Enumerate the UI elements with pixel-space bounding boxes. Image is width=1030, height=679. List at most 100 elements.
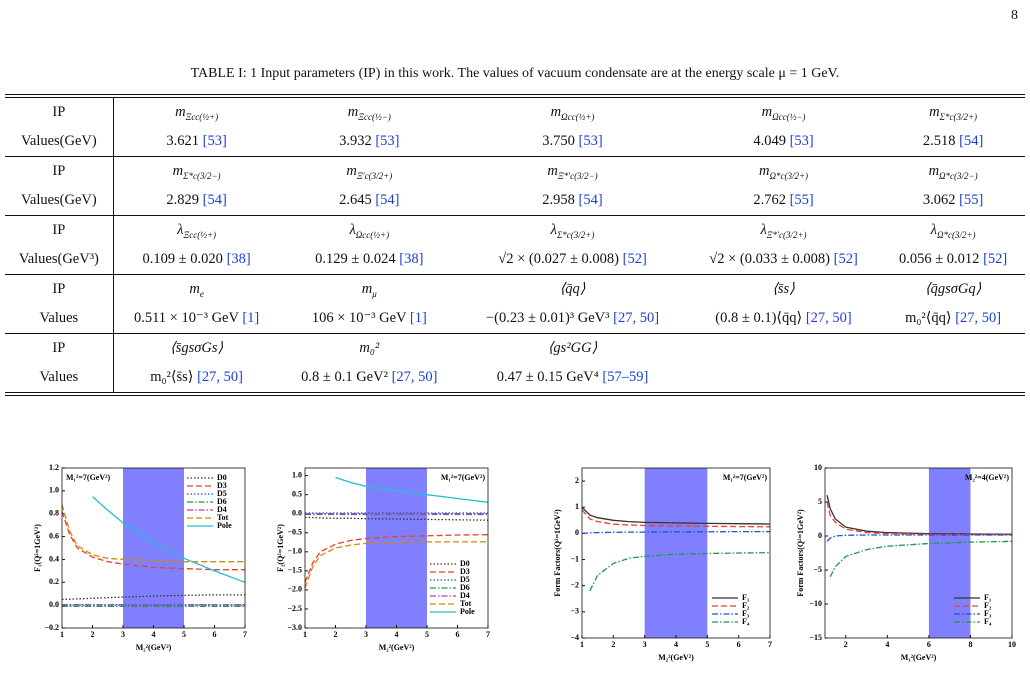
value: 3.932: [339, 133, 372, 149]
x-tick-label: 10: [1008, 640, 1016, 649]
table-cell: [881, 333, 1025, 363]
series-line: [581, 530, 770, 535]
plot-frame: [304, 467, 489, 629]
table-cell: 2.958 [54]: [459, 186, 686, 216]
table-cell: −(0.23 ± 0.01)³ GeV³ [27, 50]: [459, 304, 686, 334]
y-tick-label: −3: [570, 607, 579, 616]
y-tick-label: −15: [809, 633, 822, 642]
x-tick-label: 5: [182, 630, 186, 639]
legend-label: Tot: [217, 513, 229, 522]
series-line: [61, 594, 245, 601]
table-cell: ⟨q̄q⟩: [459, 274, 686, 304]
table-cell: IP: [5, 156, 114, 186]
table-cell: m₀²: [279, 333, 460, 363]
table-cell: 0.47 ± 0.15 GeV⁴ [57–59]: [459, 363, 686, 394]
citation: [55]: [789, 192, 814, 208]
series-line: [581, 509, 771, 528]
series-line: [304, 534, 489, 583]
table-cell: λΩ*c(3/2+): [881, 215, 1025, 245]
legend-label: Pole: [217, 521, 232, 530]
symbol: λ: [760, 221, 767, 238]
table-caption: TABLE I: 1 Input parameters (IP) in this…: [190, 66, 840, 81]
citation: [54]: [578, 192, 603, 208]
subscript: Ω*c(3/2+): [769, 170, 809, 181]
annotation: M₂²=4(GeV²): [965, 473, 1010, 482]
citation: [54]: [202, 192, 227, 208]
x-tick-label: 3: [364, 630, 368, 639]
y-tick-label: 0.0: [49, 600, 59, 609]
row-header: Values(GeV): [21, 192, 97, 208]
y-tick-label: 1: [575, 502, 579, 511]
subscript: Σ*c(3/2+): [939, 111, 978, 122]
table-cell: IP: [5, 215, 114, 245]
table-row: Values m₀²⟨s̄s⟩ [27, 50] 0.8 ± 0.1 GeV² [2…: [5, 363, 1025, 394]
table-row: Values 0.511 × 10⁻³ GeV [1] 106 × 10⁻³ GeV…: [5, 304, 1025, 334]
subscript: Ωcc(½−): [772, 111, 806, 122]
table-cell: mΩcc(½+): [459, 96, 686, 127]
symbol: m: [172, 162, 184, 179]
legend-label: D0: [460, 559, 470, 568]
plot-frame: [824, 467, 1013, 639]
subscript: Σ*c(3/2−): [183, 170, 221, 181]
table-cell: 0.511 × 10⁻³ GeV [1]: [113, 304, 279, 334]
math: ⟨gs²GG⟩: [547, 340, 598, 356]
legend-label: Pole: [460, 607, 475, 616]
x-tick-label: 3: [121, 630, 125, 639]
x-axis-label: M₂²(GeV²): [136, 643, 172, 652]
table-cell: 0.109 ± 0.020 [38]: [113, 245, 279, 275]
series-line: [61, 504, 245, 563]
symbol: λ: [177, 221, 184, 238]
table-cell: IP: [5, 96, 114, 127]
x-tick-label: 2: [611, 640, 615, 649]
y-tick-label: 1.0: [49, 486, 59, 495]
symbol: m: [347, 103, 359, 120]
table-cell: Values(GeV): [5, 127, 114, 157]
math: ⟨q̄q⟩: [559, 281, 586, 297]
table-cell: Values: [5, 363, 114, 394]
symbol: m: [547, 162, 558, 179]
y-tick-label: −1.0: [287, 547, 302, 556]
series-line: [305, 516, 489, 521]
value: 0.056 ± 0.012: [898, 251, 980, 267]
symbol: m: [759, 162, 770, 179]
table-cell: mΩ*c(3/2−): [881, 156, 1025, 186]
legend-label: D6: [217, 497, 227, 506]
table-cell: mΞcc(½−): [279, 96, 459, 127]
citation: [27, 50]: [197, 369, 244, 385]
table-cell: mΣ*c(3/2−): [113, 156, 280, 186]
x-tick-label: 7: [486, 630, 490, 639]
subscript: Ωcc(½+): [355, 229, 390, 240]
legend-label: F₁: [984, 593, 992, 602]
table-row: IP mΞcc(½+) mΞcc(½−) mΩcc(½+) mΩcc(½−) mΣ*c(3…: [5, 96, 1025, 127]
table-cell: (0.8 ± 0.1)⟨q̄q⟩ [27, 50]: [686, 304, 881, 334]
x-tick-label: 6: [456, 630, 460, 639]
x-tick-label: 7: [243, 630, 247, 639]
y-tick-label: 0: [818, 531, 822, 540]
table-cell: IP: [5, 333, 114, 363]
subscript: Ω*c(3/2−): [939, 170, 978, 181]
legend-label: D4: [217, 505, 227, 514]
x-tick-label: 4: [885, 640, 889, 649]
symbol: m: [346, 162, 357, 179]
series-line: [826, 501, 1013, 536]
y-tick-label: −2.0: [287, 585, 302, 594]
y-tick-label: 5: [818, 497, 822, 506]
x-tick-label: 1: [580, 640, 584, 649]
table-row: IP me mμ ⟨q̄q⟩ ⟨s̄s⟩ ⟨q̄gsσGq⟩: [5, 274, 1025, 304]
legend-label: D5: [217, 489, 227, 498]
table-cell: λΣ*c(3/2+): [459, 215, 686, 245]
page-number: 8: [1011, 8, 1018, 23]
shaded-band: [123, 468, 184, 628]
citation: [53]: [202, 133, 227, 149]
symbol: λ: [349, 221, 356, 238]
annotation: M₁²=7(GeV²): [66, 473, 111, 482]
legend-label: D0: [217, 473, 227, 482]
table-cell: me: [113, 274, 280, 304]
table-cell: 0.8 ± 0.1 GeV² [27, 50]: [279, 363, 459, 394]
citation: [54]: [375, 192, 400, 208]
x-tick-label: 4: [152, 630, 156, 639]
series-line: [581, 506, 771, 525]
table-cell: 0.129 ± 0.024 [38]: [279, 245, 459, 275]
y-tick-label: 0: [575, 528, 579, 537]
